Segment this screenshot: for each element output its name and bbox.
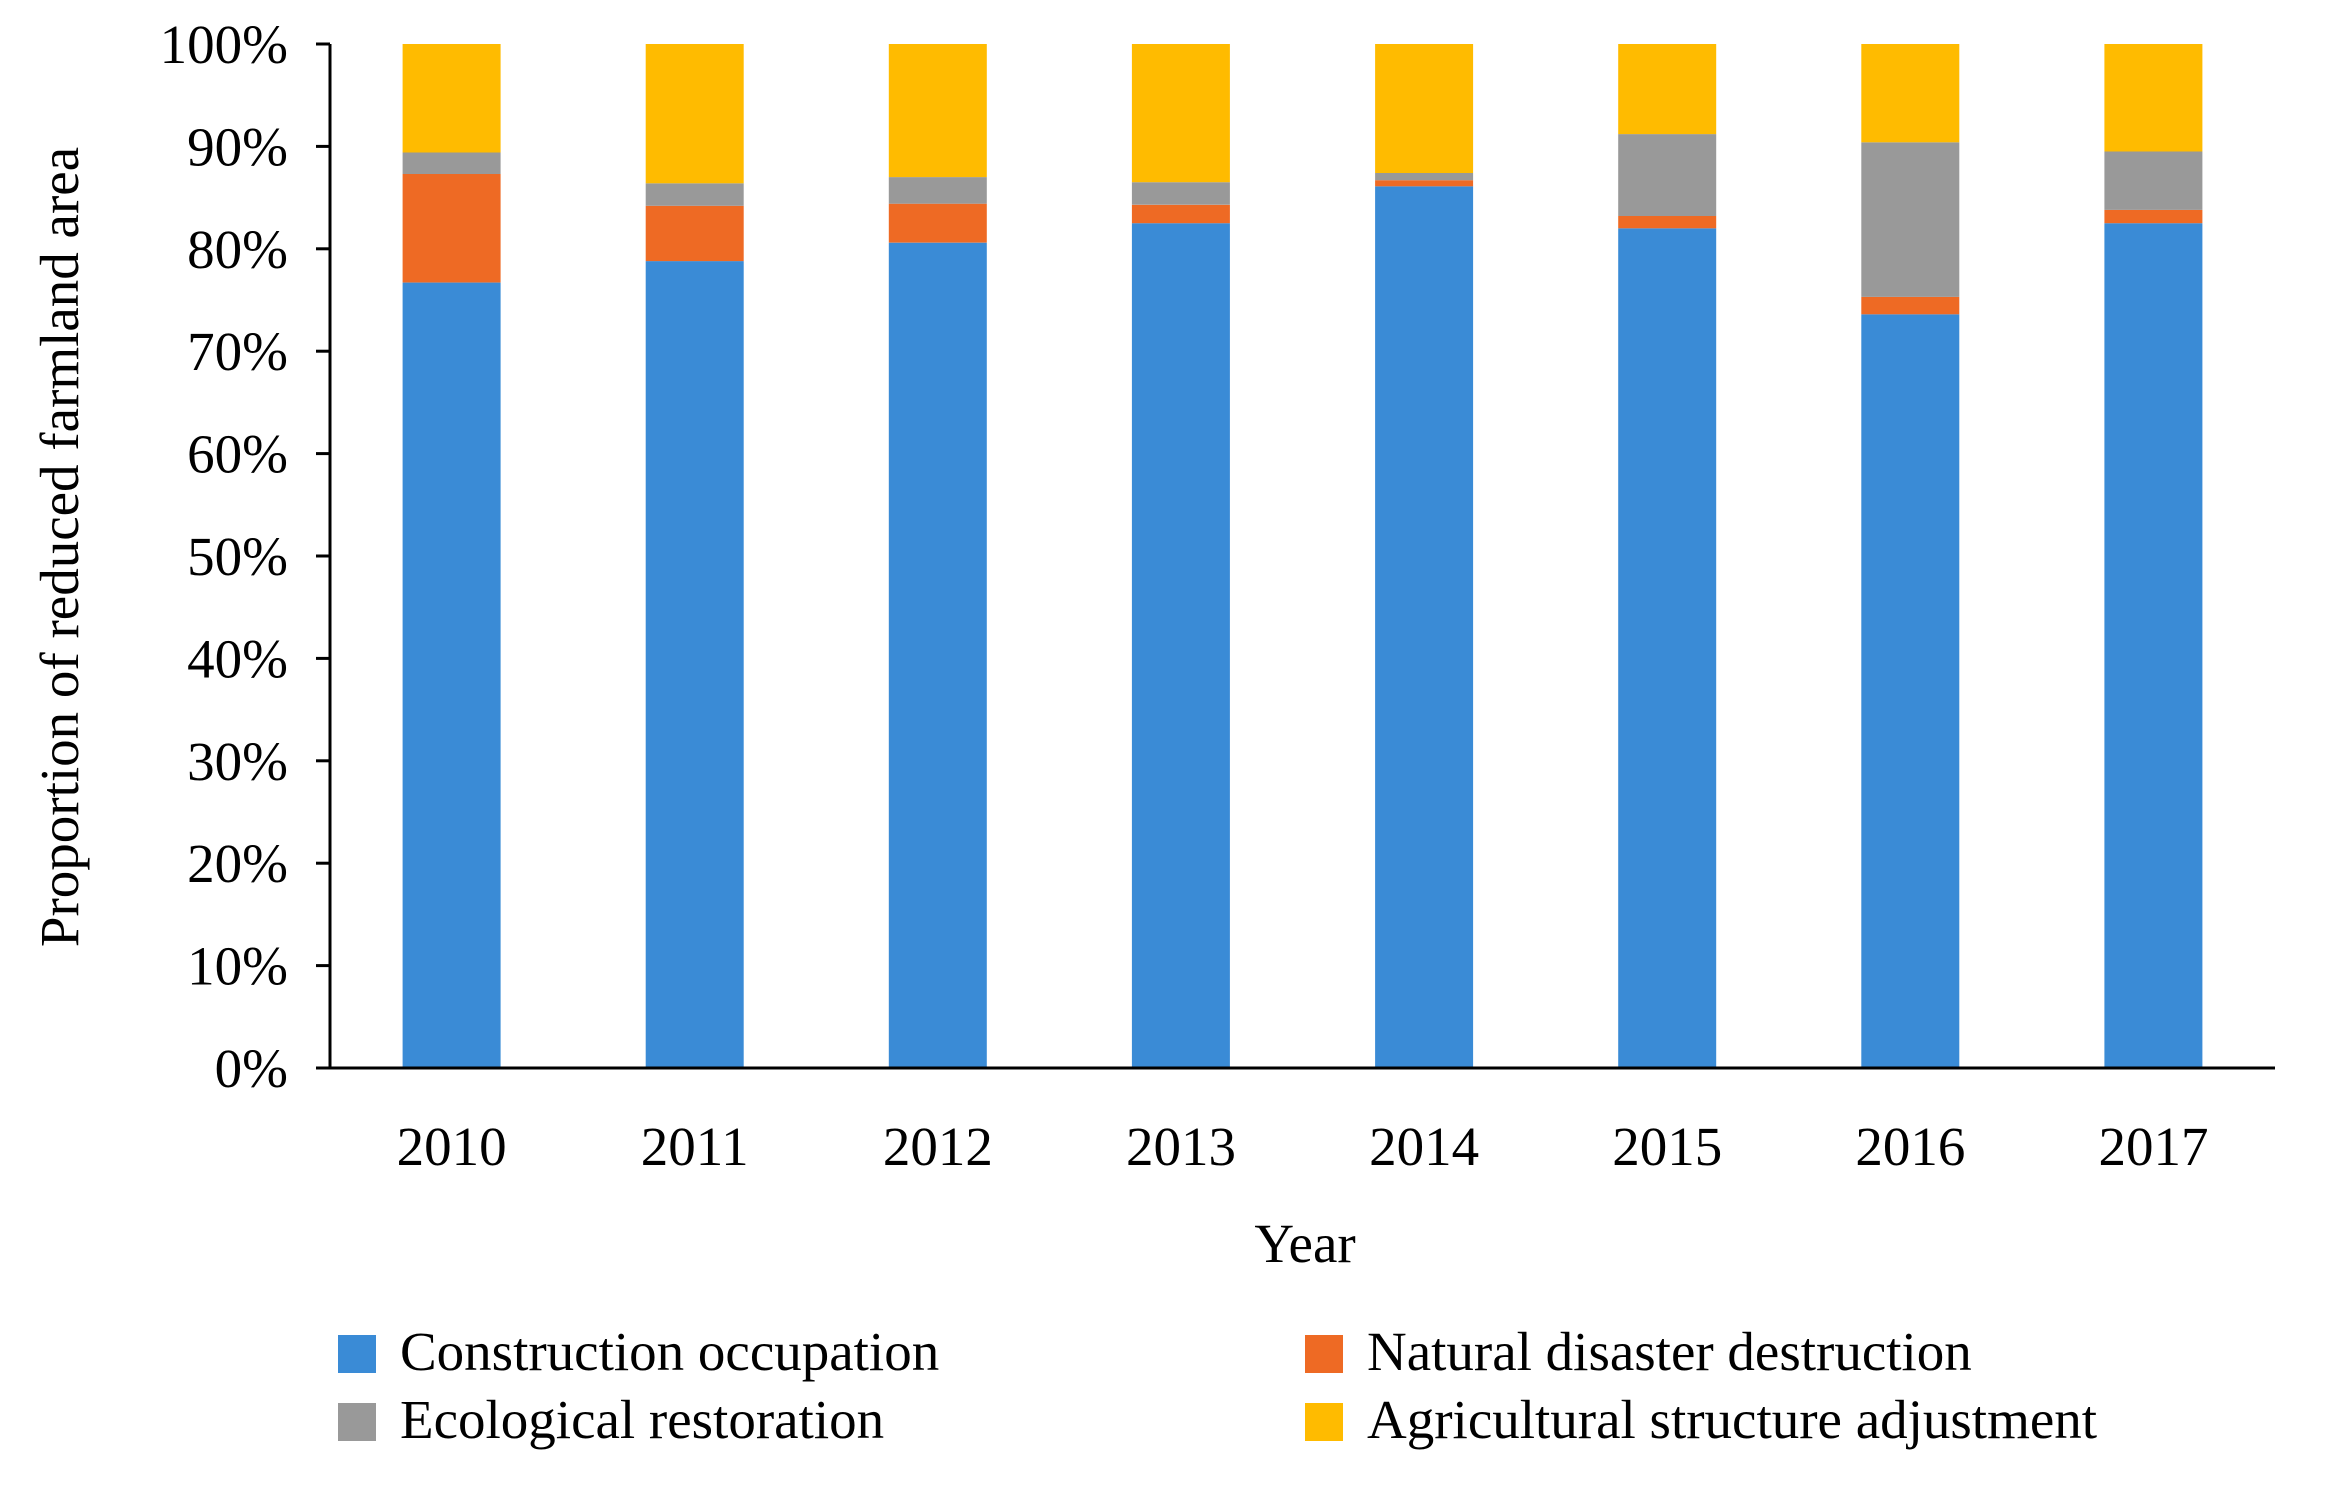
y-tick-label: 90% xyxy=(187,116,288,177)
bar-2011-series-3 xyxy=(645,44,744,184)
bar-2015-series-1 xyxy=(1618,216,1717,229)
bar-2014-series-2 xyxy=(1375,173,1474,181)
bar-2015-series-0 xyxy=(1618,228,1717,1069)
y-tick-label: 30% xyxy=(187,731,288,792)
bar-2010-series-3 xyxy=(402,44,501,153)
y-tick-label: 10% xyxy=(187,936,288,997)
bar-2012-series-0 xyxy=(888,242,987,1068)
legend-swatch xyxy=(1305,1335,1343,1373)
bar-2012-series-1 xyxy=(888,203,987,243)
bar-2013-series-0 xyxy=(1131,223,1230,1068)
bar-2015-series-2 xyxy=(1618,134,1717,216)
bar-2010-series-1 xyxy=(402,174,501,283)
legend-swatch xyxy=(338,1335,376,1373)
x-tick-label: 2011 xyxy=(641,1116,749,1177)
x-tick-label: 2014 xyxy=(1369,1116,1479,1177)
legend-swatch xyxy=(1305,1403,1343,1441)
bar-2016-series-1 xyxy=(1861,296,1960,315)
y-tick-label: 0% xyxy=(215,1038,288,1099)
y-axis-title: Proportion of reduced farmland area xyxy=(29,147,90,947)
y-tick-label: 50% xyxy=(187,526,288,587)
y-tick-label: 40% xyxy=(187,628,288,689)
bar-2013-series-3 xyxy=(1131,44,1230,183)
y-ticks-group: 0% 10% 20% 30% 40% 50% 60% 70% 80% 90% 100% xyxy=(160,14,330,1099)
y-tick-label: 70% xyxy=(187,321,288,382)
x-tick-label: 2013 xyxy=(1126,1116,1236,1177)
bar-2014-series-0 xyxy=(1375,186,1474,1069)
legend-label: Natural disaster destruction xyxy=(1367,1321,1972,1382)
bar-2015-series-3 xyxy=(1618,44,1717,135)
bar-2017-series-0 xyxy=(2104,223,2203,1068)
bar-2017-series-1 xyxy=(2104,209,2203,224)
x-axis-title: Year xyxy=(1254,1213,1355,1274)
y-tick-label: 80% xyxy=(187,219,288,280)
x-tick-label: 2016 xyxy=(1855,1116,1965,1177)
x-tick-label: 2012 xyxy=(883,1116,993,1177)
bar-2016-series-2 xyxy=(1861,142,1960,297)
bar-2011-series-1 xyxy=(645,205,744,262)
y-tick-label: 20% xyxy=(187,833,288,894)
x-tick-label: 2010 xyxy=(397,1116,507,1177)
x-tick-label: 2017 xyxy=(2098,1116,2208,1177)
bar-2012-series-3 xyxy=(888,44,987,178)
bars-group xyxy=(402,44,2203,1069)
bar-2011-series-2 xyxy=(645,183,744,206)
legend-label: Agricultural structure adjustment xyxy=(1367,1389,2097,1450)
x-tick-label: 2015 xyxy=(1612,1116,1722,1177)
legend-label: Ecological restoration xyxy=(400,1389,884,1450)
legend-label: Construction occupation xyxy=(400,1321,939,1382)
bar-2017-series-2 xyxy=(2104,151,2203,210)
bar-2011-series-0 xyxy=(645,261,744,1069)
bar-2016-series-0 xyxy=(1861,314,1960,1068)
bar-2010-series-0 xyxy=(402,282,501,1069)
bar-2010-series-2 xyxy=(402,152,501,174)
legend-swatch xyxy=(338,1403,376,1441)
y-tick-label: 100% xyxy=(160,14,288,75)
bar-2013-series-1 xyxy=(1131,204,1230,224)
bar-2016-series-3 xyxy=(1861,44,1960,143)
bar-2014-series-3 xyxy=(1375,44,1474,173)
legend: Construction occupation Natural disaster … xyxy=(338,1321,2097,1450)
y-tick-label: 60% xyxy=(187,424,288,485)
bar-2012-series-2 xyxy=(888,177,987,204)
x-ticks-group: 2010 2011 2012 2013 2014 2015 2016 2017 xyxy=(397,1116,2209,1177)
bar-2013-series-2 xyxy=(1131,182,1230,205)
axes-group xyxy=(328,44,2275,1070)
bar-2014-series-1 xyxy=(1375,180,1474,187)
bar-2017-series-3 xyxy=(2104,44,2203,152)
